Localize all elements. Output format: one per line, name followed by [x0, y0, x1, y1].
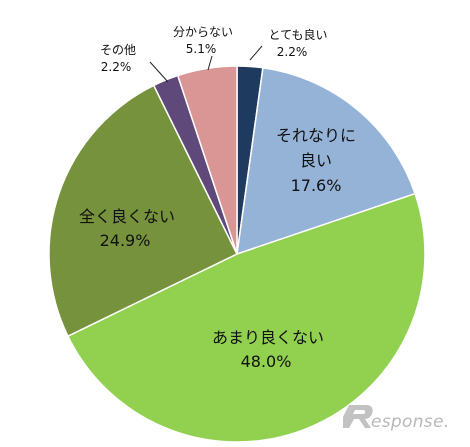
leader-line-totemo-yoi — [249, 45, 263, 61]
label-sorenari-name-line2: 良い — [300, 151, 332, 170]
label-sonota-value: 2.2% — [101, 60, 132, 74]
pie-slices — [48, 65, 426, 443]
pie-slice-5 — [176, 65, 238, 255]
label-mattaku-value: 24.9% — [100, 231, 151, 250]
response-watermark: esponse. — [343, 405, 449, 432]
label-totemo-yoi-name: とても良い — [268, 27, 327, 42]
leader-line-wakaranai — [207, 55, 213, 71]
label-sorenari-name-line1: それなりに — [276, 126, 356, 145]
leader-line-sonota — [149, 61, 169, 83]
pie-slice-2 — [66, 192, 426, 443]
label-wakaranai-value: 5.1% — [186, 42, 217, 56]
label-totemo-yoi-value: 2.2% — [277, 45, 308, 59]
pie-slice-1 — [236, 66, 417, 256]
label-amari-name: あまり良くない — [212, 328, 324, 347]
label-amari-value: 48.0% — [241, 352, 292, 371]
label-wakaranai-name: 分からない — [173, 25, 233, 39]
label-sonota-name: その他 — [100, 43, 136, 57]
response-logo-text: esponse. — [371, 412, 449, 432]
pie-slice-3 — [48, 84, 239, 338]
label-sorenari-value: 17.6% — [291, 176, 342, 195]
response-logo-r-icon — [343, 405, 373, 428]
label-mattaku-name: 全く良くない — [79, 207, 175, 226]
